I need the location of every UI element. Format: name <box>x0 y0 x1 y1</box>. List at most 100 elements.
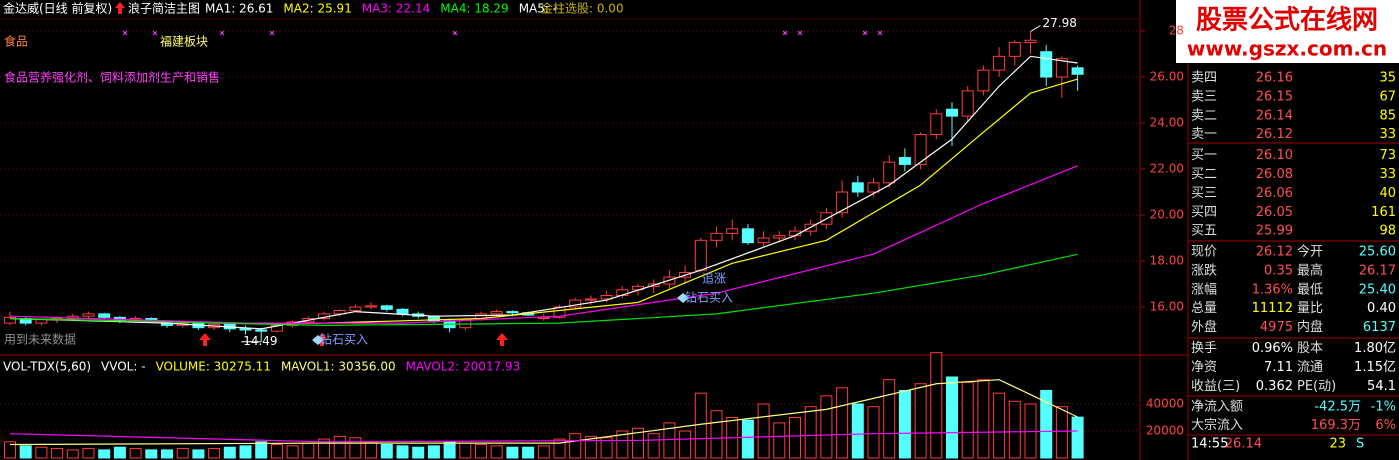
volume-bar <box>710 410 723 459</box>
stat-label: 收益(三) <box>1191 379 1240 394</box>
candle-body <box>757 237 770 244</box>
volume-bar <box>1055 406 1068 459</box>
book-price: 26.15 <box>1256 89 1293 104</box>
volume-bar <box>82 448 95 459</box>
volume-bar <box>930 352 943 459</box>
candle-body <box>930 113 943 136</box>
marker <box>219 30 225 36</box>
volume-bar <box>270 443 283 459</box>
y-tick-label: 20.00 <box>1150 208 1184 222</box>
volume-header: VVOL: - <box>101 360 146 374</box>
logo-url: www.gszx.com.cn <box>1187 37 1387 61</box>
stat-value: 25.40 <box>1359 282 1396 297</box>
volume-bar <box>741 419 754 459</box>
y-tick-label: 22.00 <box>1150 162 1184 176</box>
marker <box>152 30 158 36</box>
book-label: 买三 <box>1191 186 1217 201</box>
volume-bar <box>898 389 911 459</box>
book-volume: 33 <box>1379 167 1396 182</box>
volume-bar <box>239 445 252 459</box>
stat-value: 26.12 <box>1256 245 1293 260</box>
candle-body <box>365 305 378 308</box>
stock-name: 金达威(日线 前复权) <box>3 1 112 16</box>
stat-value: 1.15亿 <box>1354 360 1396 375</box>
volume-bar <box>600 437 613 459</box>
volume-bar <box>1040 389 1053 459</box>
volume-bar <box>584 435 597 459</box>
stat-label: 股本 <box>1297 341 1323 356</box>
buy-arrow <box>199 333 211 346</box>
candle-body <box>1024 39 1037 44</box>
volume-bar <box>804 406 817 459</box>
candle-body <box>396 308 409 315</box>
volume-bar <box>914 383 927 459</box>
book-volume: 161 <box>1371 205 1396 220</box>
candle-body <box>255 329 268 332</box>
volume-bar <box>946 376 958 459</box>
stat-value: 6137 <box>1363 320 1396 335</box>
tick-time: 14:55 <box>1191 437 1228 452</box>
flow-pct: -1% <box>1371 400 1396 415</box>
candle-body <box>946 108 958 117</box>
tick-volume: 23 <box>1329 437 1346 452</box>
stat-label: 最低 <box>1297 282 1323 297</box>
candle-body <box>883 161 896 184</box>
volume-bar <box>129 448 142 459</box>
flow-value: -42.5万 <box>1314 400 1361 415</box>
candle-body <box>867 182 880 193</box>
flow-value: 169.3万 <box>1311 418 1361 433</box>
stat-label: 换手 <box>1191 341 1217 356</box>
candle-body <box>490 311 503 315</box>
ma-value: MA2: 25.91 <box>283 2 351 16</box>
stat-label: 现价 <box>1191 245 1217 260</box>
y-tick-label: 20000 <box>1146 423 1184 437</box>
candle-body <box>1008 42 1021 57</box>
stat-value: 1.80亿 <box>1354 341 1396 356</box>
volume-bar <box>632 427 644 459</box>
marker <box>797 30 803 36</box>
candle-body <box>35 319 48 324</box>
marker <box>269 30 275 36</box>
book-label: 买五 <box>1191 224 1217 239</box>
book-price: 25.99 <box>1256 224 1293 239</box>
volume-bar <box>553 438 566 459</box>
book-volume: 98 <box>1379 224 1396 239</box>
annotation-leader <box>1030 25 1041 32</box>
candle-body <box>380 305 393 310</box>
book-price: 26.06 <box>1256 186 1293 201</box>
volume-bar <box>349 437 362 459</box>
volume-bar <box>380 443 393 459</box>
future-note: 用到未来数据 <box>4 332 76 347</box>
annotation: 14.49 <box>243 334 277 348</box>
pick-value: 金柱选股: 0.00 <box>541 1 624 16</box>
flow-label: 大宗流入 <box>1191 417 1243 433</box>
volume-bar <box>1071 416 1084 459</box>
signal-label: 追涨 <box>702 271 726 286</box>
candle-body <box>82 313 95 317</box>
candle-body <box>349 306 362 311</box>
stat-value: 54.1 <box>1367 379 1396 394</box>
candle-body <box>1055 58 1068 78</box>
marker <box>862 30 868 36</box>
volume-bar <box>4 441 16 459</box>
stat-value: 1.36% <box>1252 282 1293 297</box>
ma-value: MA3: 22.14 <box>362 2 430 16</box>
candle-body <box>239 328 252 331</box>
mavol-line <box>9 379 1078 446</box>
volume-bar <box>663 422 676 459</box>
book-label: 卖四 <box>1191 71 1217 86</box>
candle-body <box>836 191 849 214</box>
book-label: 卖二 <box>1191 108 1217 123</box>
book-price: 26.08 <box>1256 167 1293 182</box>
volume-bar <box>443 441 456 459</box>
volume-header: MAVOL2: 20017.93 <box>406 360 521 374</box>
candle-body <box>898 157 911 165</box>
book-price: 26.16 <box>1256 71 1293 86</box>
book-volume: 35 <box>1379 71 1396 86</box>
volume-header: MAVOL1: 30356.00 <box>281 360 396 374</box>
stat-label: 涨跌 <box>1191 262 1217 278</box>
stat-label: 流通 <box>1297 360 1323 375</box>
